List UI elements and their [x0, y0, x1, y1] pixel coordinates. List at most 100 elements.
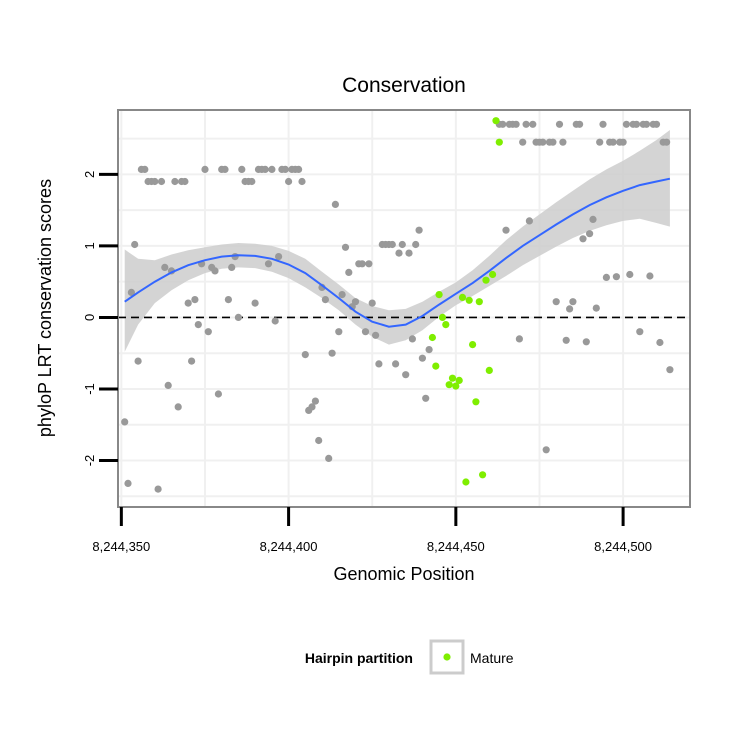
other-point: [181, 177, 189, 186]
other-point: [161, 263, 169, 271]
other-point: [592, 304, 600, 312]
other-point: [599, 120, 607, 128]
other-point: [311, 397, 319, 405]
mature-point: [452, 382, 460, 390]
smooth-fit-line: [124, 177, 671, 328]
y-axis-title: phyloP LRT conservation scores: [35, 179, 55, 437]
x-tick-label: 8,244,500: [594, 539, 652, 554]
other-point: [656, 338, 664, 347]
other-point: [519, 138, 527, 146]
mature-point: [475, 298, 483, 306]
mature-point: [438, 313, 447, 321]
other-point: [549, 138, 557, 146]
other-point: [418, 354, 426, 362]
other-point: [646, 272, 654, 280]
other-point: [127, 288, 135, 296]
other-point: [619, 138, 627, 146]
y-tick-label: -2: [82, 455, 97, 467]
other-point: [134, 357, 142, 365]
other-point: [268, 165, 276, 173]
other-point: [375, 360, 383, 368]
other-point: [395, 249, 403, 257]
other-point: [596, 138, 604, 146]
other-point: [228, 263, 236, 271]
x-tick-label: 8,244,450: [427, 539, 485, 554]
other-point: [609, 138, 617, 146]
other-point: [221, 165, 229, 173]
other-point: [502, 226, 510, 234]
mature-point: [472, 398, 480, 406]
mature-point: [432, 362, 440, 370]
other-point: [408, 335, 416, 343]
other-point: [188, 357, 196, 365]
other-point: [264, 260, 273, 268]
other-point: [392, 360, 400, 368]
other-point: [164, 381, 172, 389]
other-point: [251, 299, 259, 307]
other-point: [512, 120, 520, 128]
other-point: [345, 268, 353, 276]
other-point: [626, 270, 634, 279]
other-point: [298, 177, 306, 186]
other-point: [308, 403, 316, 411]
y-axis: -2 -1 0 1 2: [82, 171, 118, 466]
other-point: [398, 240, 406, 249]
legend-mature-marker: [443, 653, 451, 661]
other-point: [214, 390, 222, 398]
other-point: [612, 273, 621, 281]
other-point: [425, 346, 433, 354]
mature-point: [442, 321, 450, 329]
other-point: [338, 291, 346, 299]
y-tick-label: 0: [82, 314, 97, 321]
mature-point: [455, 376, 463, 384]
other-point: [184, 299, 192, 307]
other-point: [388, 240, 396, 249]
confidence-band: [124, 130, 670, 352]
mature-point: [435, 291, 443, 299]
legend: Hairpin partition Mature: [305, 639, 514, 675]
other-point: [632, 120, 641, 128]
mature-point: [495, 138, 503, 146]
other-point: [238, 165, 246, 173]
other-point: [351, 298, 360, 306]
other-point: [539, 138, 547, 146]
other-point: [157, 177, 166, 186]
other-point: [358, 260, 366, 268]
other-point: [555, 120, 564, 128]
other-point: [636, 328, 644, 336]
other-point: [525, 217, 534, 225]
mature-point: [485, 366, 493, 374]
other-point: [141, 165, 149, 173]
other-point: [154, 485, 162, 493]
other-point: [271, 317, 279, 325]
mature-point: [462, 478, 470, 486]
other-point: [361, 328, 370, 336]
mature-point: [469, 341, 477, 349]
other-point: [325, 454, 333, 462]
x-axis: 8,244,350 8,244,400 8,244,450 8,244,500: [92, 507, 652, 554]
chart-title: Conservation: [342, 74, 466, 97]
other-point: [529, 120, 537, 128]
other-point: [652, 120, 661, 128]
plot-panel: [117, 109, 691, 508]
other-point: [204, 328, 212, 336]
other-point: [328, 349, 336, 357]
other-point: [281, 165, 289, 173]
other-point: [285, 177, 293, 186]
other-point: [234, 313, 242, 321]
legend-label-mature: Mature: [470, 650, 514, 666]
other-point: [559, 138, 567, 146]
mature-point: [492, 117, 500, 125]
mature-point: [479, 471, 487, 479]
other-point: [224, 296, 232, 304]
other-point: [301, 351, 309, 359]
other-point: [194, 321, 202, 329]
other-point: [642, 120, 651, 128]
other-point: [368, 299, 376, 307]
mature-point: [448, 374, 457, 382]
mature-point: [428, 333, 436, 342]
other-point: [569, 298, 577, 306]
other-point: [542, 446, 550, 454]
other-point: [191, 296, 199, 304]
other-point: [515, 335, 524, 343]
